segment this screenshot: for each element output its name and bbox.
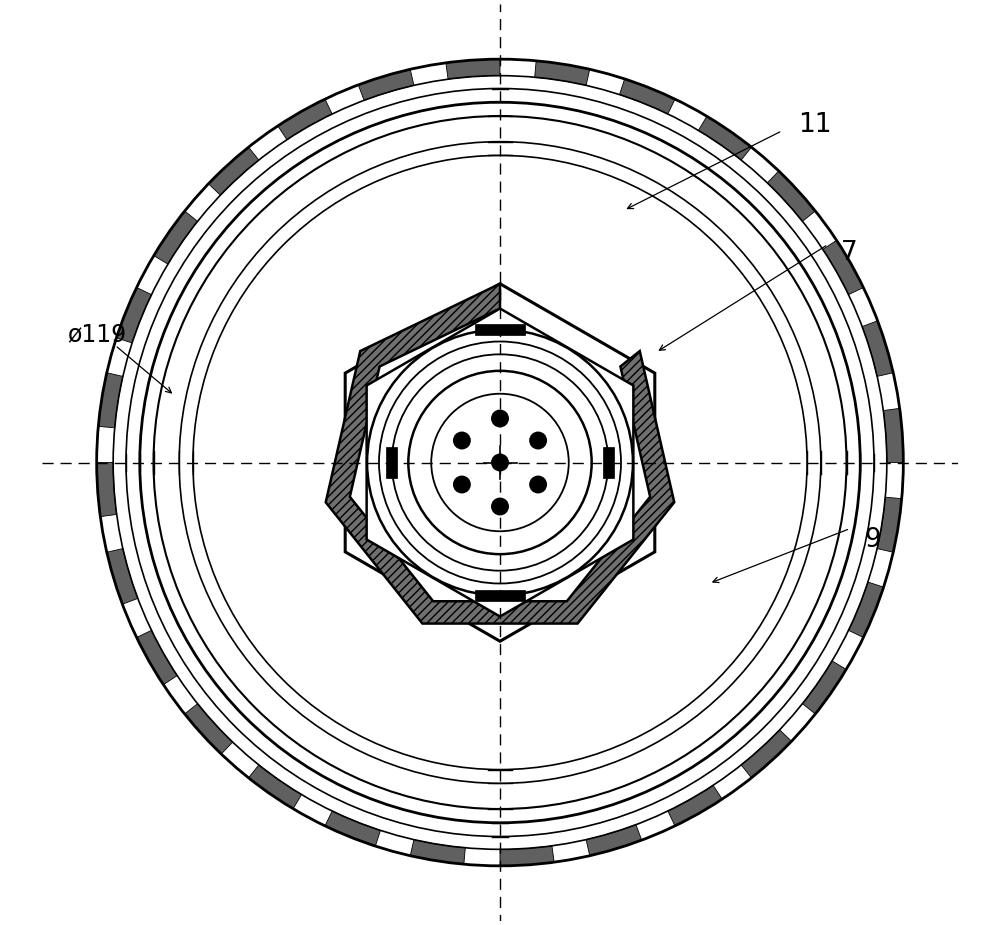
Polygon shape xyxy=(500,845,554,866)
Polygon shape xyxy=(325,811,380,846)
Polygon shape xyxy=(849,582,884,637)
Polygon shape xyxy=(98,373,123,428)
Polygon shape xyxy=(877,497,902,552)
Circle shape xyxy=(140,103,860,822)
Text: ø119: ø119 xyxy=(67,322,126,346)
Polygon shape xyxy=(862,321,893,376)
Polygon shape xyxy=(410,840,465,864)
Circle shape xyxy=(367,329,633,596)
Polygon shape xyxy=(823,240,863,295)
Circle shape xyxy=(408,371,592,554)
Polygon shape xyxy=(185,704,233,754)
Text: 9: 9 xyxy=(865,527,882,553)
Polygon shape xyxy=(698,117,751,160)
Circle shape xyxy=(392,354,608,571)
Circle shape xyxy=(379,341,621,584)
Bar xyxy=(475,590,525,601)
Polygon shape xyxy=(358,69,414,100)
Circle shape xyxy=(431,394,569,531)
Bar xyxy=(386,448,397,477)
Polygon shape xyxy=(802,660,846,714)
Circle shape xyxy=(492,499,508,514)
Polygon shape xyxy=(208,147,259,195)
Circle shape xyxy=(492,454,508,471)
Circle shape xyxy=(492,411,508,426)
Polygon shape xyxy=(249,765,302,808)
Polygon shape xyxy=(278,99,332,140)
Polygon shape xyxy=(116,288,151,343)
Bar xyxy=(603,448,614,477)
Text: 7: 7 xyxy=(841,240,858,266)
Polygon shape xyxy=(883,408,903,462)
Polygon shape xyxy=(586,825,642,856)
Circle shape xyxy=(454,432,470,449)
Polygon shape xyxy=(137,630,177,684)
Bar xyxy=(475,324,525,335)
Polygon shape xyxy=(97,462,117,517)
Polygon shape xyxy=(535,61,590,85)
Circle shape xyxy=(530,476,546,493)
Polygon shape xyxy=(741,730,792,778)
Polygon shape xyxy=(446,59,500,80)
Polygon shape xyxy=(326,284,674,623)
Polygon shape xyxy=(107,549,138,604)
Circle shape xyxy=(454,476,470,493)
Text: 11: 11 xyxy=(798,112,831,138)
Polygon shape xyxy=(345,284,655,641)
Circle shape xyxy=(530,432,546,449)
Polygon shape xyxy=(767,171,815,221)
Polygon shape xyxy=(154,211,198,265)
Polygon shape xyxy=(668,785,722,826)
Polygon shape xyxy=(367,309,633,616)
Polygon shape xyxy=(620,79,675,114)
